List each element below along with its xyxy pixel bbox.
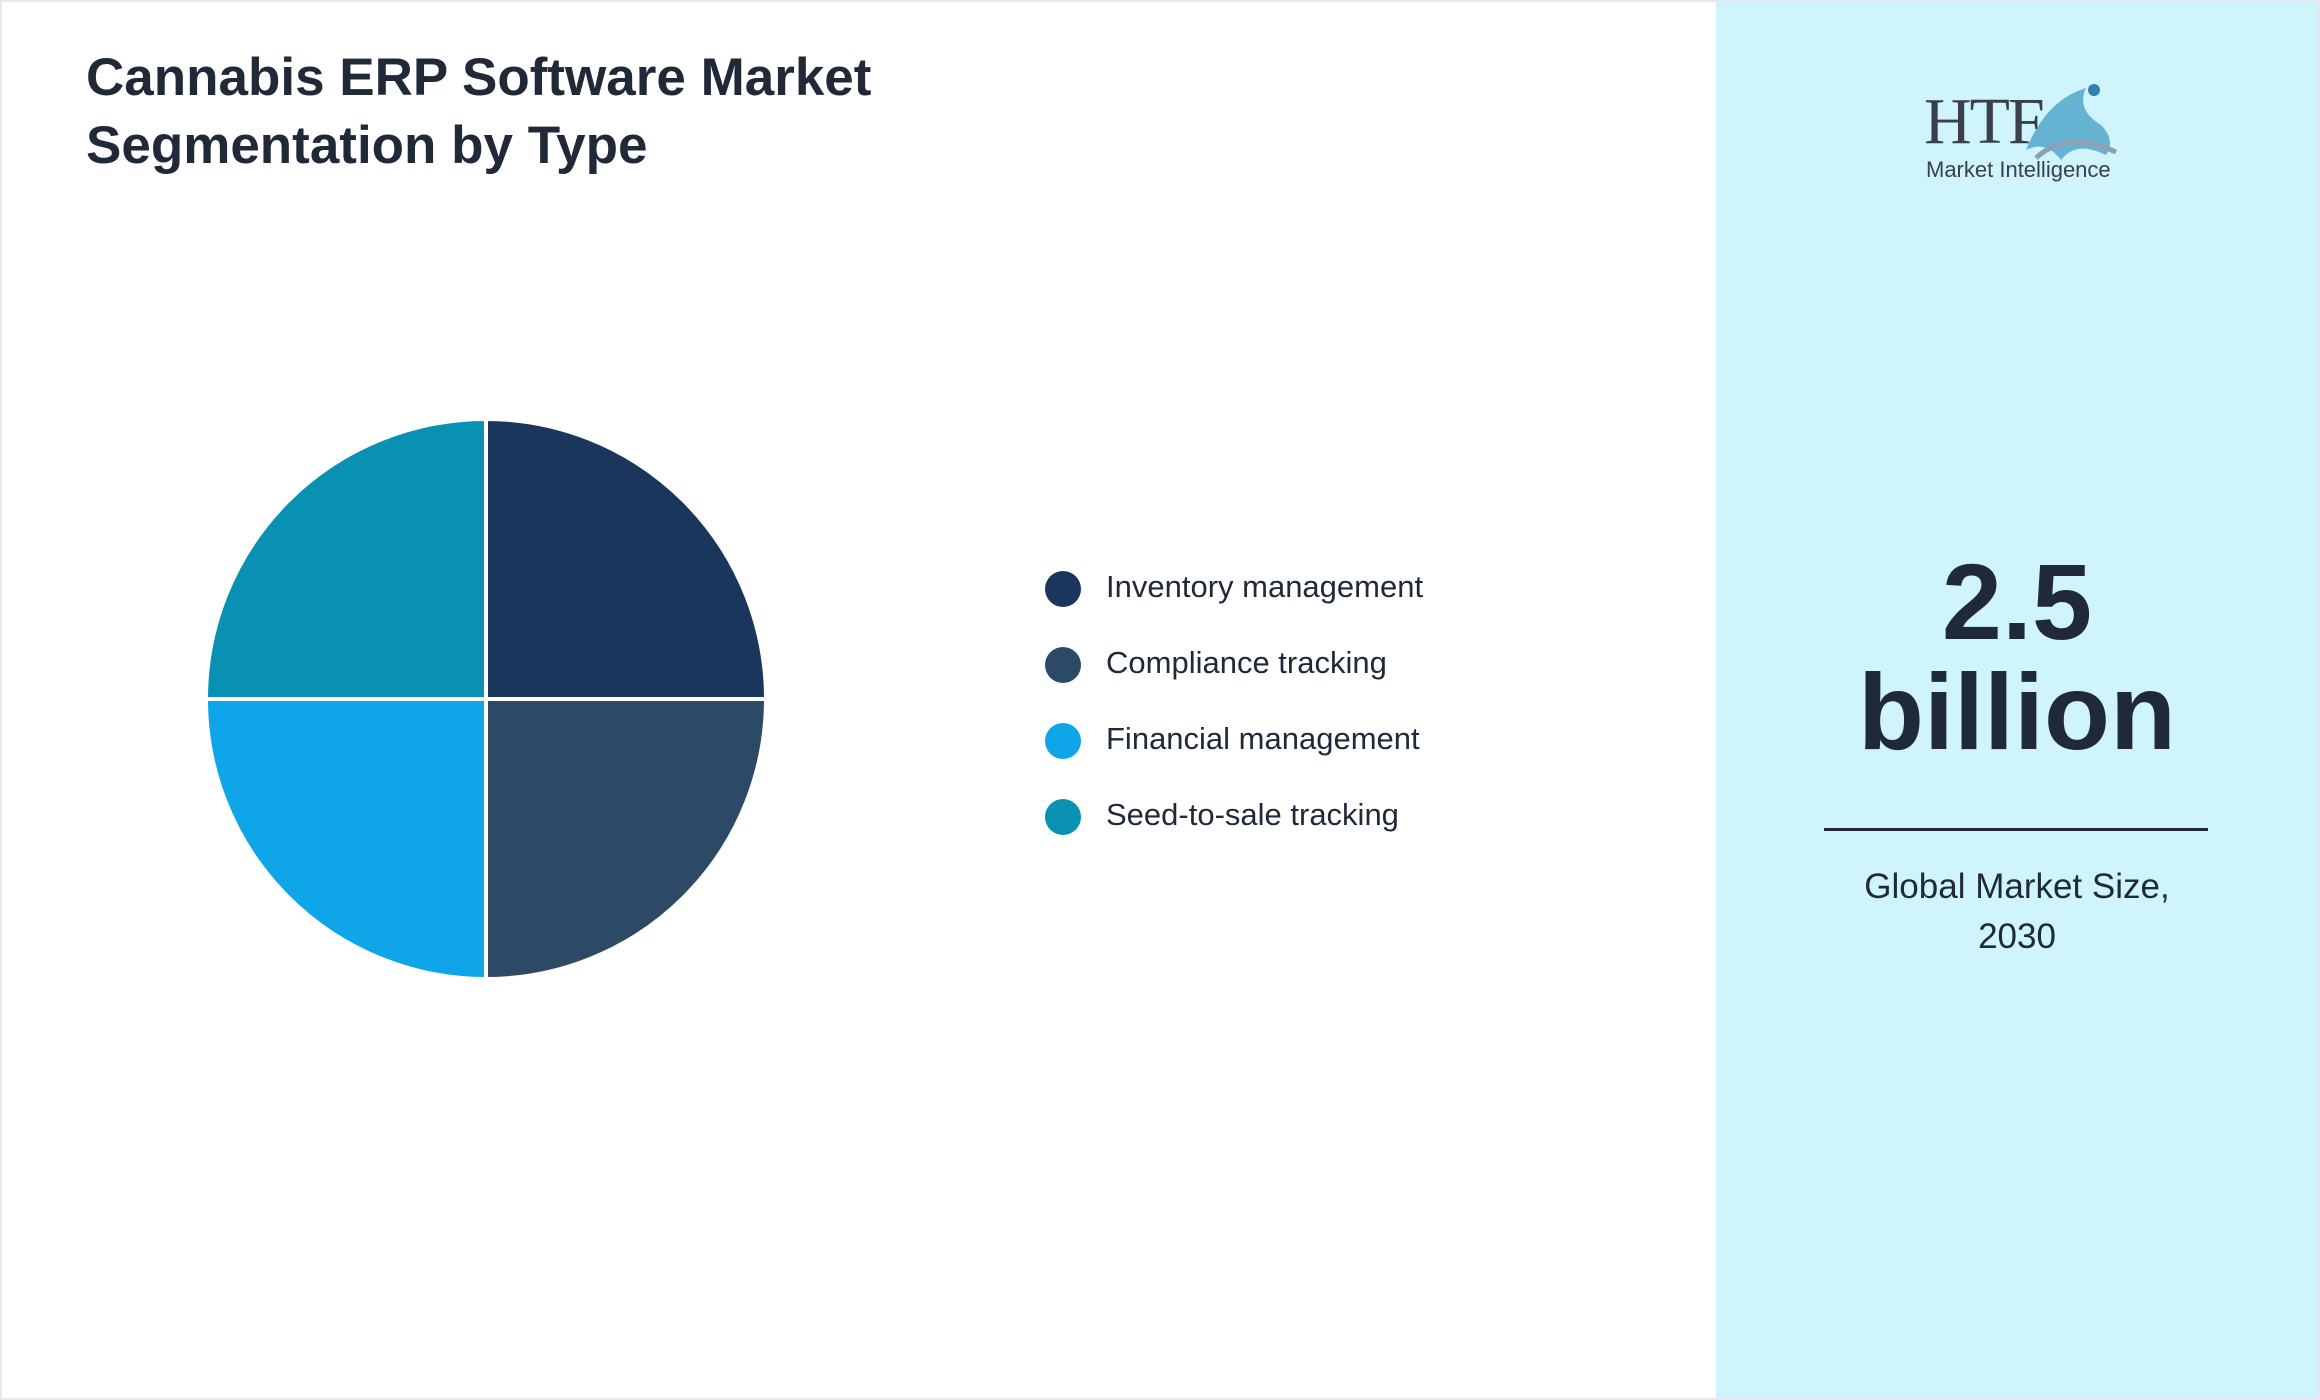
market-size-label: Global Market Size, 2030 [1864,867,2170,956]
legend-swatch [1045,571,1081,607]
legend-label: Inventory management [1106,569,1423,604]
pie-slice [484,416,769,701]
legend-label: Compliance tracking [1106,645,1387,680]
logo-icon [2026,84,2118,160]
divider [1824,828,2208,831]
chart-title: Cannabis ERP Software Market Segmentatio… [86,48,872,175]
chart: Inventory management Compliance tracking F… [203,416,1423,982]
pie-slice [203,416,488,701]
logo-subtitle: Market Intelligence [1926,157,2111,182]
side-panel: HTF Market Intelligence 2.5 billion Glob… [1716,2,2318,1398]
legend-label: Seed-to-sale tracking [1106,797,1399,832]
market-size-value: 2.5 [1941,541,2093,662]
market-size-unit: billion [1858,651,2176,772]
logo-text: HTF [1924,85,2045,158]
legend-swatch [1045,723,1081,759]
legend-swatch [1045,799,1081,835]
pie-slice [203,697,488,982]
legend-label: Financial management [1106,721,1420,756]
legend-swatch [1045,647,1081,683]
pie-slice [484,697,769,982]
